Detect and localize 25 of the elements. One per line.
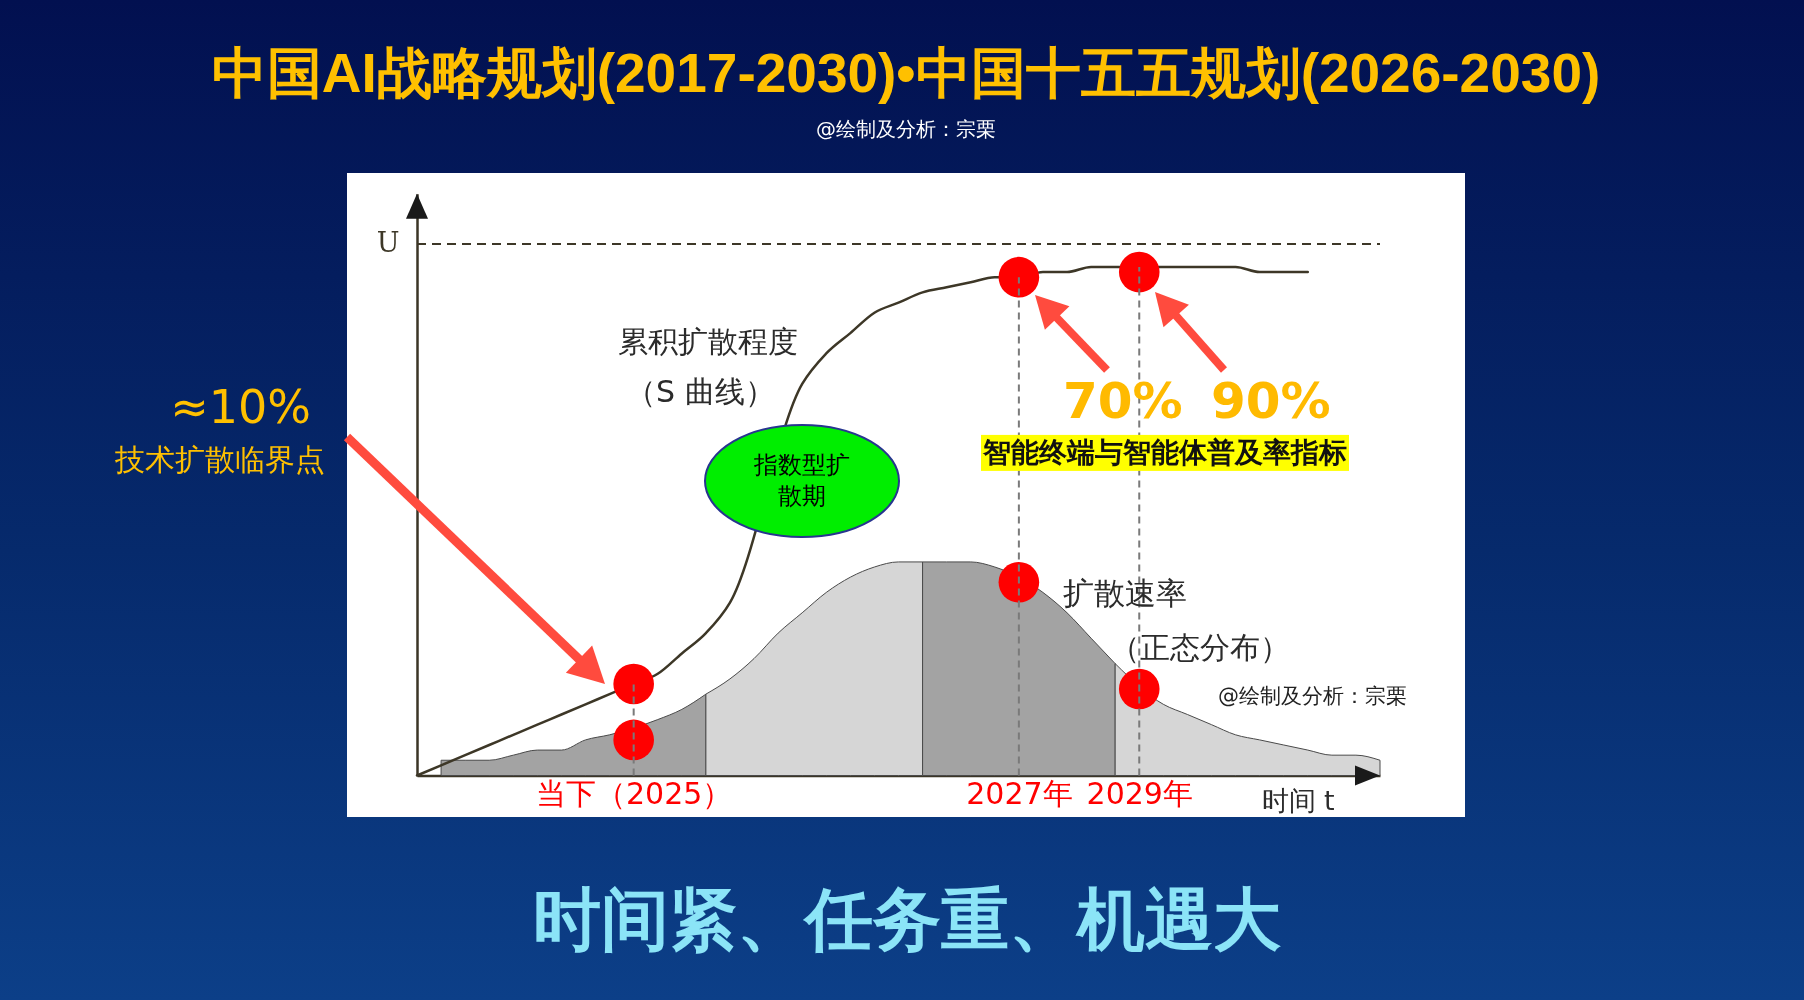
x-tick-label: 2029年 (1086, 776, 1193, 811)
annotation: （正态分布） (1110, 629, 1290, 666)
annotation: @绘制及分析：宗栗 (1218, 683, 1407, 709)
text: 时间紧、任务重、机遇大 (533, 879, 1281, 960)
annotation: 累积扩散程度 (618, 323, 798, 360)
point (1118, 668, 1160, 710)
point (613, 663, 654, 705)
text: ≈10% (170, 379, 311, 434)
point (998, 562, 1040, 603)
point (998, 256, 1040, 298)
annotation: 智能终端与智能体普及率指标 (981, 434, 1349, 472)
annotation: （S 曲线） (626, 373, 775, 410)
ref-line-label: U (376, 227, 400, 259)
annotation: 90% (1211, 372, 1331, 431)
annotation: 指数型扩散期 (753, 449, 851, 512)
chart-title: 中国AI战略规划(2017-2030)•中国十五五规划(2026-2030) (211, 42, 1601, 104)
point (1118, 251, 1160, 293)
x-tick-label: 当下（2025） (536, 776, 733, 811)
x-axis-title: 时间 t (1261, 785, 1335, 816)
text: 技术扩散临界点 (115, 441, 325, 478)
x-tick-label: 2027年 (966, 776, 1073, 811)
chart-subtitle: @绘制及分析：宗栗 (816, 117, 996, 141)
annotation: 70% (1063, 372, 1183, 431)
point (613, 719, 654, 761)
annotation: 扩散速率 (1063, 575, 1187, 612)
